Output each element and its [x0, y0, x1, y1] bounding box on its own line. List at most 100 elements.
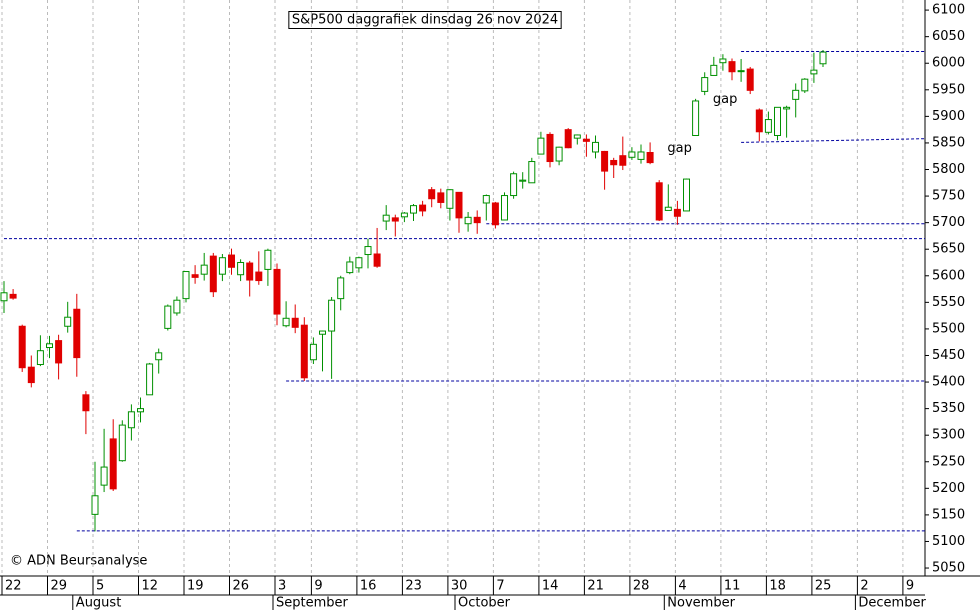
y-tick-label: 6100 [932, 3, 965, 18]
y-tick-label: 5900 [932, 109, 965, 124]
month-label: October [458, 596, 511, 610]
month-label: August [76, 596, 122, 610]
candle-body [437, 192, 445, 203]
candle-body [774, 106, 781, 136]
candle-body [810, 69, 818, 75]
x-tick-label: 26 [233, 579, 250, 594]
y-tick-label: 5250 [932, 454, 965, 469]
y-tick-label: 6000 [932, 56, 965, 71]
candle-body [146, 363, 154, 396]
x-tick-label: 23 [405, 579, 422, 594]
candle-body [118, 424, 126, 462]
candle-body [228, 254, 235, 268]
x-tick-label: 28 [633, 579, 650, 594]
candle-body [200, 264, 208, 275]
candle-body [601, 150, 609, 172]
candle-body [309, 343, 317, 361]
annotation: gap [667, 141, 691, 156]
y-tick-label: 5950 [932, 82, 965, 97]
x-tick-label: 30 [451, 579, 468, 594]
candle-body [473, 216, 481, 224]
candle-body [628, 151, 636, 158]
y-tick-label: 5150 [932, 507, 965, 522]
copyright: © ADN Beursanalyse [10, 554, 147, 569]
candle-body [155, 352, 163, 361]
x-tick-label: 19 [187, 579, 204, 594]
candle-body [73, 308, 81, 359]
x-tick-label: 14 [542, 579, 559, 594]
y-tick-label: 5300 [932, 428, 965, 443]
candle-body [428, 189, 436, 200]
candle-body [337, 277, 345, 300]
candle-body [373, 253, 381, 267]
x-tick-label: 3 [278, 579, 286, 594]
candle-body [273, 268, 281, 315]
candle-body [664, 206, 672, 211]
y-tick-label: 5800 [932, 162, 965, 177]
candle-body [55, 340, 63, 364]
x-tick-label: 7 [496, 579, 504, 594]
candle-body [100, 466, 108, 486]
y-tick-label: 5500 [932, 321, 965, 336]
x-tick-label: 29 [51, 579, 68, 594]
y-tick-label: 5400 [932, 375, 965, 390]
x-tick-label: 4 [678, 579, 686, 594]
candle-body [755, 109, 763, 133]
x-tick-label: 25 [815, 579, 832, 594]
candle-body [18, 325, 26, 369]
x-tick-label: 5 [96, 579, 104, 594]
x-tick-label: 16 [360, 579, 377, 594]
candle-body [564, 129, 572, 149]
candle-body [91, 495, 99, 515]
y-tick-label: 5850 [932, 135, 965, 150]
candle-body [701, 77, 709, 92]
candle-body [164, 305, 172, 329]
candle-body [446, 189, 454, 209]
candle-body [519, 179, 527, 182]
candle-body [555, 146, 563, 162]
candle-body [355, 257, 363, 269]
x-tick-label: 21 [587, 579, 604, 594]
y-tick-label: 5650 [932, 242, 965, 257]
candle-body [783, 106, 791, 110]
candle-body [0, 292, 8, 302]
candle-body [9, 293, 17, 299]
candle-body [46, 343, 53, 349]
candle-body [728, 61, 736, 73]
x-tick-label: 9 [314, 579, 322, 594]
candle-body [592, 141, 599, 153]
candle-body [391, 217, 399, 222]
x-tick-label: 9 [906, 579, 914, 594]
y-tick-label: 5050 [932, 561, 965, 576]
candle-body [491, 202, 499, 226]
candle-body [209, 255, 217, 293]
candle-body [764, 119, 772, 133]
candle-body [710, 64, 718, 76]
candle-body [546, 133, 554, 163]
annotation: gap [713, 92, 737, 107]
y-tick-label: 5200 [932, 481, 965, 496]
candle-body [482, 195, 490, 204]
candle-body [537, 137, 545, 155]
candle-body [255, 271, 263, 282]
candle-body [801, 78, 809, 92]
y-tick-label: 5600 [932, 268, 965, 283]
support-line [741, 138, 926, 143]
candle-body [264, 249, 272, 270]
candle-body [646, 152, 654, 164]
candle-body [464, 216, 472, 225]
candle-body [300, 324, 308, 379]
candle-body [683, 178, 690, 212]
candle-body [400, 212, 408, 218]
y-tick-label: 5550 [932, 295, 965, 310]
candle-body [419, 204, 427, 212]
y-tick-label: 5700 [932, 215, 965, 230]
month-label: December [858, 596, 926, 610]
candle-body [610, 159, 618, 166]
candle-body [218, 257, 226, 275]
y-tick-label: 5350 [932, 401, 965, 416]
candle-body [746, 68, 754, 91]
y-tick-label: 5100 [932, 534, 965, 549]
